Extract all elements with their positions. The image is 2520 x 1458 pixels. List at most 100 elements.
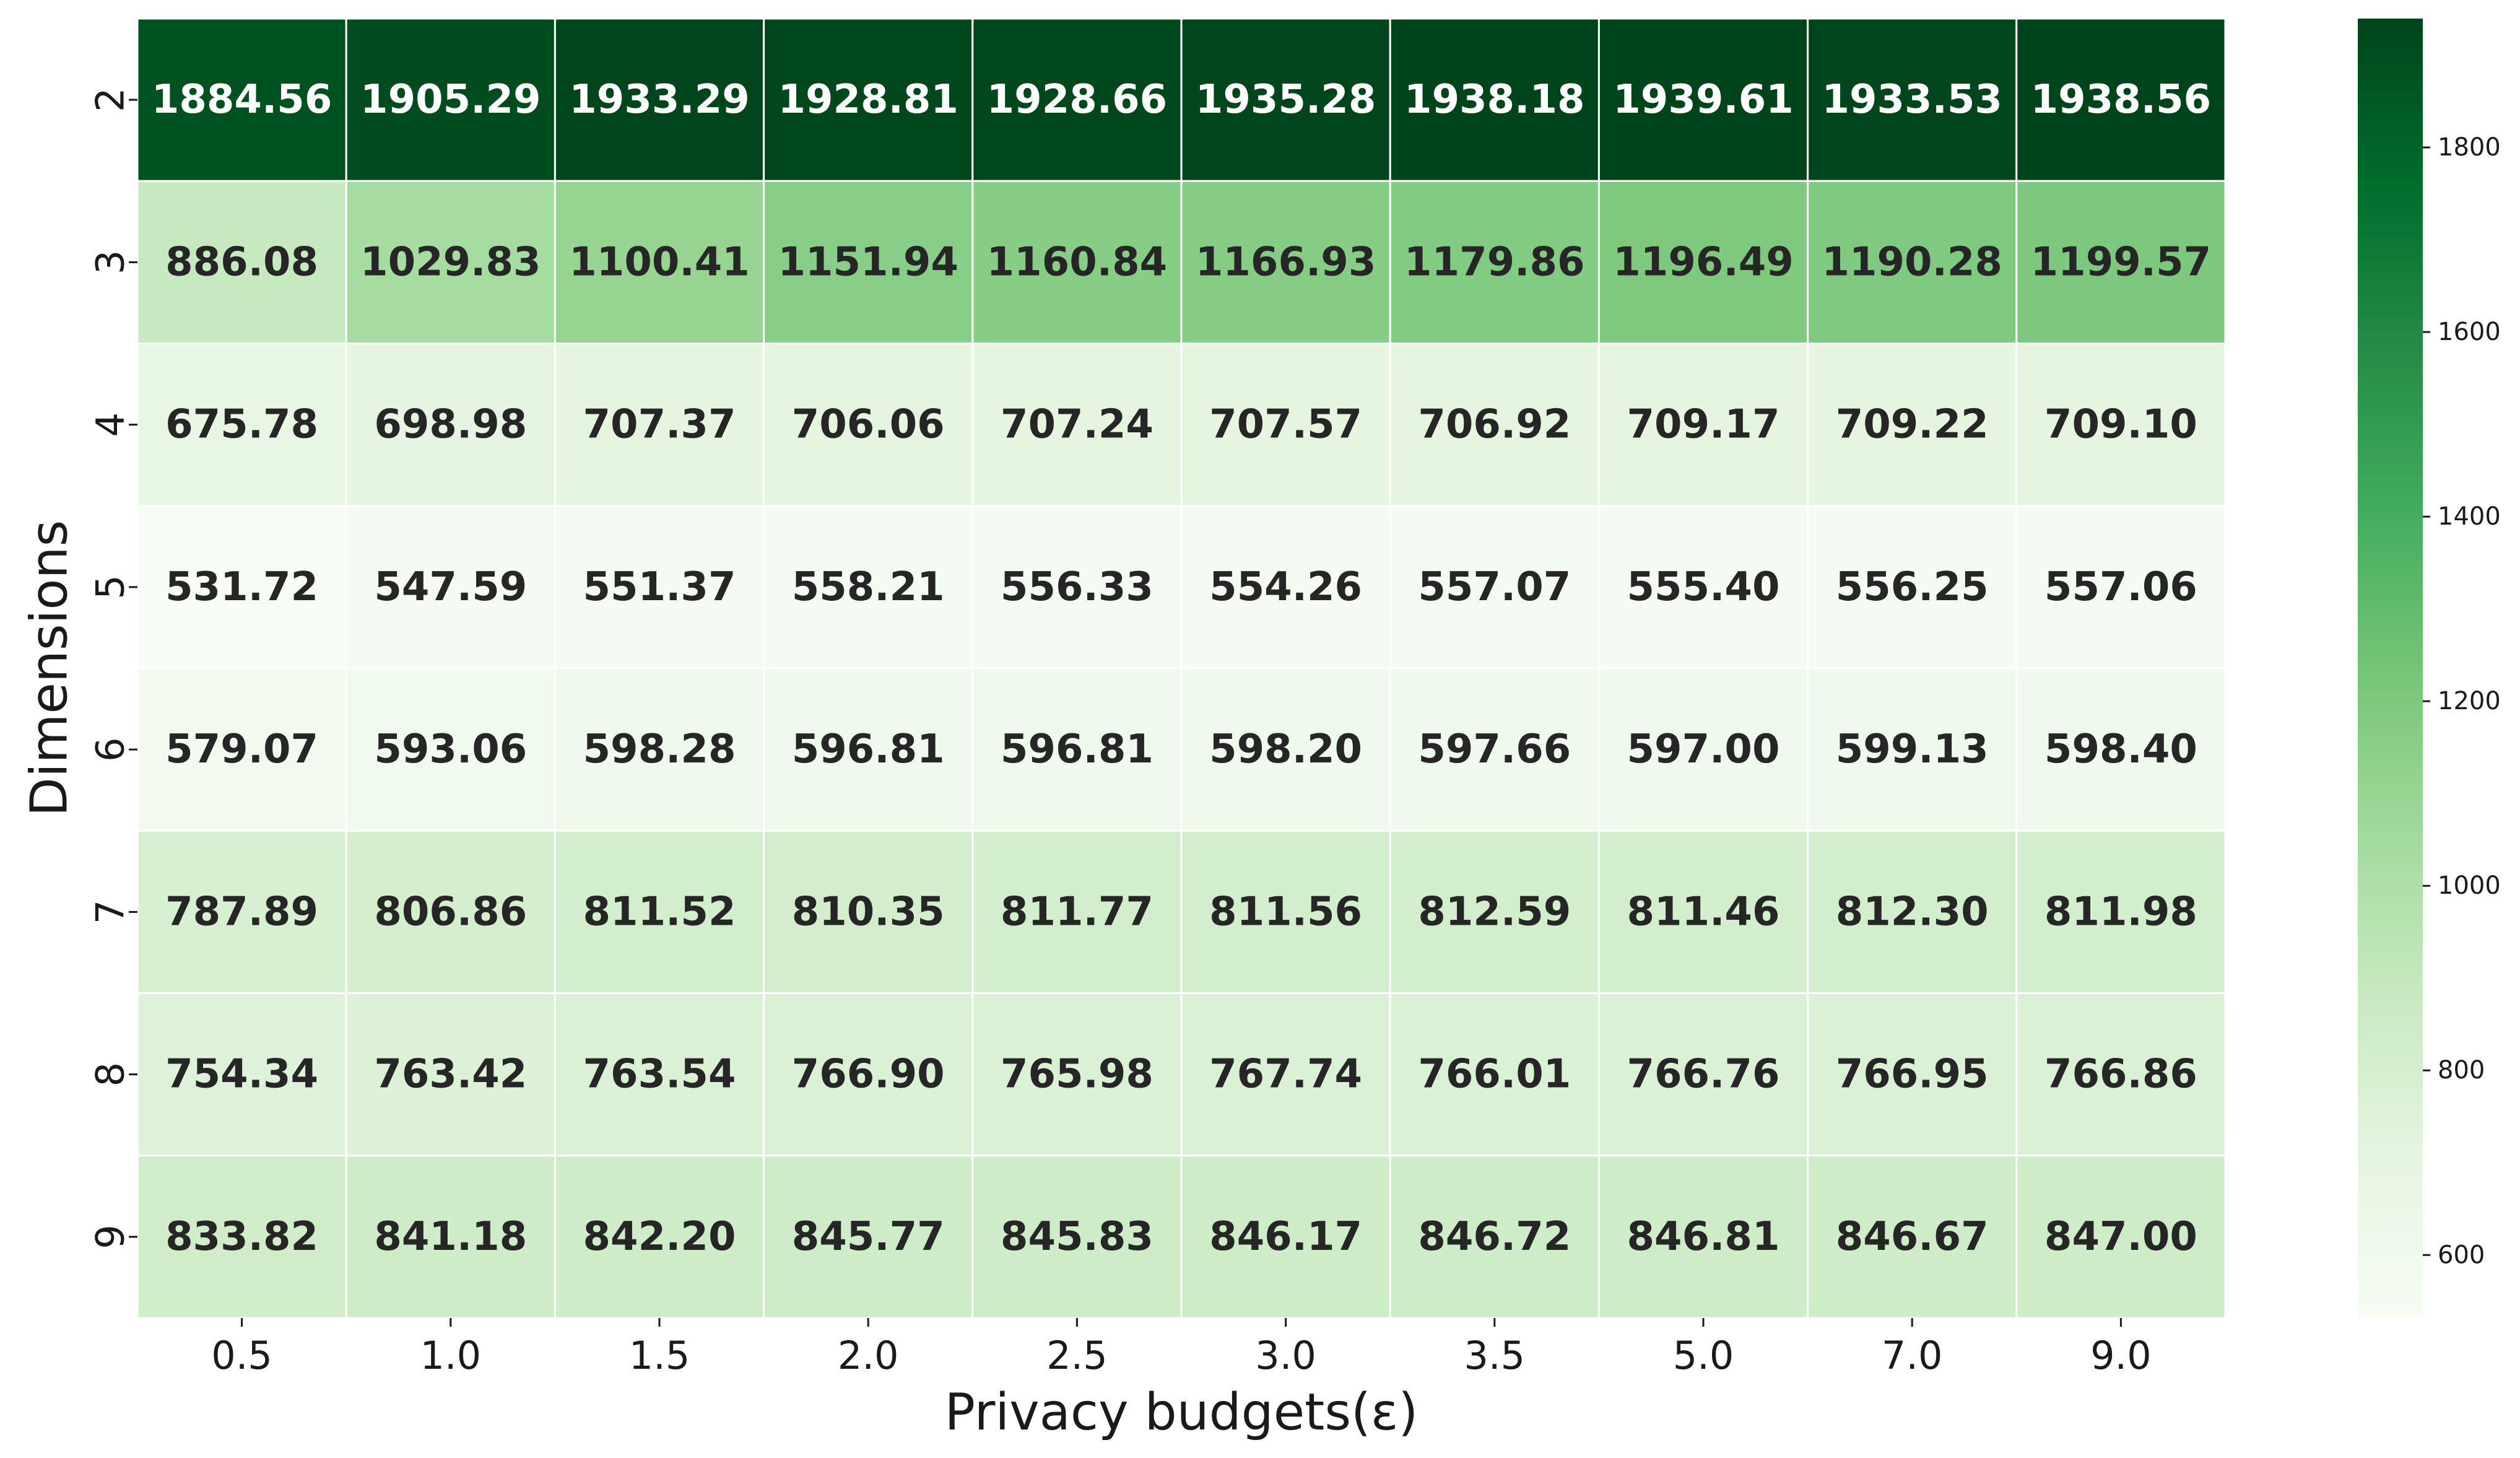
cell-value-label: 787.89 <box>165 889 318 935</box>
heatmap-cell <box>1597 667 1809 832</box>
y-tick-label: 9 <box>88 1224 133 1249</box>
cell-value-label: 551.37 <box>583 564 736 610</box>
heatmap-cell <box>971 180 1183 344</box>
cell-value-label: 1884.56 <box>152 77 332 123</box>
cell-value-label: 841.18 <box>374 1214 527 1260</box>
heatmap-cell <box>1389 992 1600 1157</box>
cell-value-label: 547.59 <box>374 564 527 610</box>
colorbar-ticks: 600 800 1000 1200 1400 1600 1800 <box>2423 133 2501 1269</box>
heatmap-cell <box>1389 829 1600 994</box>
cell-value-label: 579.07 <box>165 727 318 772</box>
cell-value-label: 886.08 <box>165 239 318 285</box>
cell-value-label: 766.76 <box>1627 1052 1780 1098</box>
heatmap-cell <box>1807 829 2018 994</box>
heatmap-cell <box>2015 667 2227 832</box>
heatmap-cell <box>554 17 765 182</box>
cell-value-label: 555.40 <box>1627 564 1780 610</box>
cell-value-label: 556.25 <box>1836 564 1989 610</box>
heatmap-cell <box>1807 992 2018 1157</box>
cell-value-label: 846.67 <box>1836 1214 1989 1260</box>
cell-value-label: 811.52 <box>583 889 736 935</box>
heatmap-cell <box>971 829 1183 994</box>
heatmap-cell <box>1389 1155 1600 1319</box>
heatmap-cell <box>1807 667 2018 832</box>
cell-value-label: 1938.18 <box>1404 77 1585 123</box>
cell-value-label: 811.98 <box>2044 889 2197 935</box>
cell-value-label: 811.56 <box>1209 889 1362 935</box>
cell-value-label: 1199.57 <box>2031 239 2212 285</box>
colorbar-tick-label: 1000 <box>2438 871 2501 900</box>
cell-value-label: 1939.61 <box>1613 77 1794 123</box>
heatmap-cells: 1884.56 1905.29 1933.29 1928.81 1928.66 1935.… <box>136 17 2227 1319</box>
cell-value-label: 1160.84 <box>987 239 1168 285</box>
cell-value-label: 1933.53 <box>1822 77 2002 123</box>
heatmap-cell <box>1807 505 2018 670</box>
cell-value-label: 531.72 <box>165 564 318 610</box>
cell-value-label: 1151.94 <box>778 239 958 285</box>
cell-value-label: 709.17 <box>1627 402 1780 448</box>
cell-value-label: 846.17 <box>1209 1214 1362 1260</box>
x-tick-label: 2.5 <box>1046 1333 1108 1378</box>
cell-value-label: 597.66 <box>1418 727 1571 772</box>
cell-value-label: 556.33 <box>1001 564 1154 610</box>
heatmap-cell <box>1807 1155 2018 1319</box>
cell-value-label: 1928.81 <box>778 77 958 123</box>
heatmap-cell <box>1597 992 1809 1157</box>
cell-value-label: 1938.56 <box>2031 77 2212 123</box>
cell-value-label: 709.22 <box>1836 402 1989 448</box>
cell-value-label: 675.78 <box>165 402 318 448</box>
cell-value-label: 806.86 <box>374 889 527 935</box>
y-tick-label: 7 <box>88 900 133 924</box>
cell-value-label: 1179.86 <box>1404 239 1585 285</box>
cell-value-label: 599.13 <box>1836 727 1989 772</box>
cell-value-label: 1196.49 <box>1613 239 1794 285</box>
heatmap-cell <box>1597 17 1809 182</box>
cell-value-label: 766.95 <box>1836 1052 1989 1098</box>
x-axis-ticks: 0.5 1.0 1.5 2.0 2.5 3.0 3.5 5.0 7.0 9.0 <box>211 1318 2152 1378</box>
heatmap-cell <box>1180 829 1391 994</box>
cell-value-label: 812.30 <box>1836 889 1989 935</box>
heatmap-cell <box>345 17 556 182</box>
cell-value-label: 766.01 <box>1418 1052 1571 1098</box>
heatmap-cell <box>345 343 556 507</box>
colorbar-tick-label: 800 <box>2438 1056 2485 1085</box>
heatmap-cell <box>345 667 556 832</box>
heatmap-cell <box>1597 1155 1809 1319</box>
cell-value-label: 833.82 <box>165 1214 318 1260</box>
cell-value-label: 763.54 <box>583 1052 736 1098</box>
x-tick-label: 0.5 <box>211 1333 272 1378</box>
heatmap-cell <box>763 180 974 344</box>
cell-value-label: 698.98 <box>374 402 527 448</box>
cell-value-label: 593.06 <box>374 727 527 772</box>
cell-value-label: 1100.41 <box>569 239 750 285</box>
cell-value-label: 766.86 <box>2044 1052 2197 1098</box>
y-tick-label: 5 <box>88 575 133 599</box>
cell-value-label: 554.26 <box>1209 564 1362 610</box>
cell-value-label: 557.06 <box>2044 564 2197 610</box>
x-axis-label: Privacy budgets(ε) <box>945 1383 1419 1442</box>
cell-value-label: 846.72 <box>1418 1214 1571 1260</box>
heatmap-cell <box>971 17 1183 182</box>
cell-value-label: 558.21 <box>792 564 945 610</box>
heatmap-cell <box>2015 1155 2227 1319</box>
cell-value-label: 847.00 <box>2044 1214 2197 1260</box>
cell-value-label: 596.81 <box>792 727 945 772</box>
cell-value-label: 812.59 <box>1418 889 1571 935</box>
heatmap-cell <box>763 992 974 1157</box>
heatmap-cell <box>763 1155 974 1319</box>
cell-value-label: 845.83 <box>1001 1214 1154 1260</box>
cell-value-label: 557.07 <box>1418 564 1571 610</box>
heatmap-cell <box>971 505 1183 670</box>
heatmap-cell <box>1807 180 2018 344</box>
heatmap-cell <box>1389 667 1600 832</box>
cell-value-label: 706.92 <box>1418 402 1571 448</box>
cell-value-label: 845.77 <box>792 1214 945 1260</box>
heatmap-cell <box>136 992 347 1157</box>
heatmap-cell <box>136 343 347 507</box>
heatmap-cell <box>1389 343 1600 507</box>
heatmap-cell <box>1180 667 1391 832</box>
y-axis-ticks: 2 3 4 5 6 7 8 9 <box>88 87 137 1249</box>
heatmap-cell <box>345 1155 556 1319</box>
cell-value-label: 766.90 <box>792 1052 945 1098</box>
